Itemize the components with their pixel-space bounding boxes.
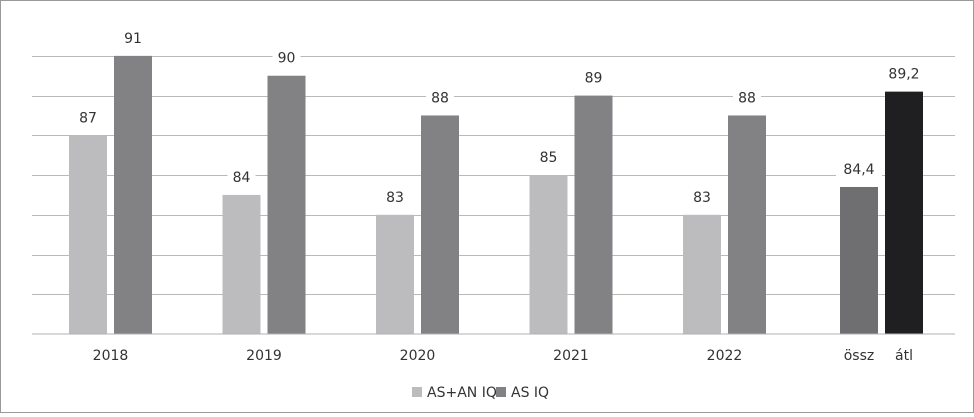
x-tick-label: átl (895, 348, 913, 364)
bar (69, 135, 107, 334)
data-label-background (227, 166, 256, 187)
x-tick-label: 2021 (553, 348, 589, 364)
bar (885, 91, 923, 334)
bar (114, 55, 152, 334)
data-label: 90 (278, 51, 296, 67)
data-label: 88 (431, 90, 449, 106)
legend-swatch (412, 387, 422, 397)
data-label: 84 (233, 170, 251, 186)
data-labels: 87 91 84 90 83 88 85 89 83 88 84,4 89,2 (74, 27, 927, 207)
data-label-background (836, 158, 882, 179)
data-label-background (381, 186, 409, 207)
data-label: 91 (124, 31, 142, 47)
data-label: 89,2 (888, 67, 919, 83)
data-label-background (579, 67, 608, 88)
bar (840, 186, 878, 334)
x-tick-label: 2018 (93, 348, 129, 364)
legend: AS+AN IQ AS IQ (412, 385, 549, 401)
data-label-background (688, 186, 716, 207)
bar (683, 214, 721, 334)
gridlines (32, 56, 955, 295)
x-axis-ticks: 2018 2019 2020 2021 2022 össz átl (93, 348, 913, 364)
data-label: 83 (386, 190, 404, 206)
legend-label: AS IQ (511, 385, 549, 401)
bar (728, 115, 766, 334)
x-tick-label: 2019 (246, 348, 282, 364)
x-tick-label: össz (844, 348, 875, 364)
data-label-background (426, 87, 454, 108)
data-label-background (881, 63, 927, 84)
data-label-background (733, 87, 761, 108)
bar (574, 95, 613, 334)
bar (222, 194, 261, 334)
data-label: 87 (79, 110, 97, 126)
bar (529, 175, 568, 334)
data-label: 88 (738, 90, 756, 106)
data-label-background (534, 147, 563, 168)
bar (376, 214, 414, 334)
x-tick-label: 2020 (400, 348, 436, 364)
bars (69, 55, 923, 334)
legend-label: AS+AN IQ (427, 385, 497, 401)
data-label: 84,4 (843, 162, 874, 178)
data-label: 85 (540, 150, 558, 166)
data-label-background (272, 47, 301, 68)
data-label: 89 (585, 71, 603, 87)
bar (267, 75, 306, 334)
data-label: 83 (693, 190, 711, 206)
x-tick-label: 2022 (707, 348, 743, 364)
data-label-background (74, 107, 102, 128)
bar (421, 115, 459, 334)
data-label-background (119, 27, 147, 48)
legend-swatch (496, 387, 506, 397)
